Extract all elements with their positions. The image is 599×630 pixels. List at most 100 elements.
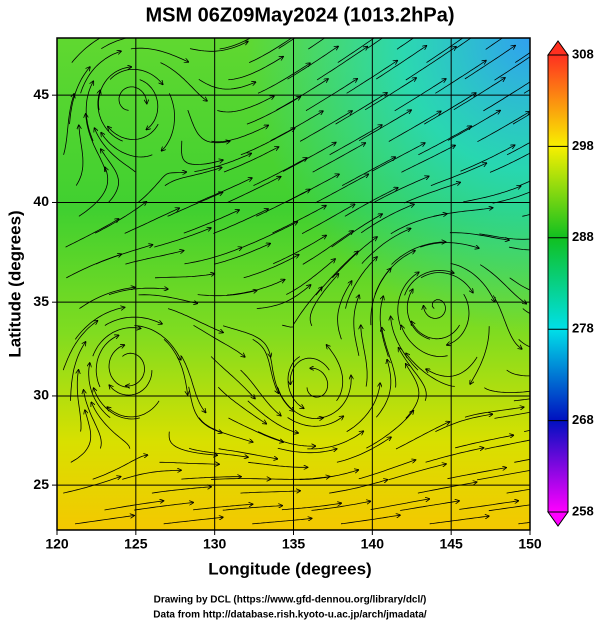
credit: Drawing by DCL (https://www.gfd-dennou.o…: [154, 595, 427, 606]
streamline: [317, 376, 351, 419]
streamlines: [62, 38, 530, 525]
streamline: [464, 407, 524, 418]
streamline: [522, 214, 530, 217]
streamline: [75, 125, 84, 186]
streamline: [159, 462, 220, 464]
streamline: [424, 93, 476, 125]
streamline: [301, 204, 355, 234]
streamline: [240, 128, 295, 156]
streamline: [463, 186, 521, 203]
streamline: [253, 158, 307, 186]
streamline: [494, 56, 530, 81]
streamline: [308, 38, 326, 50]
streamline: [316, 47, 367, 81]
streamline: [340, 515, 400, 525]
streamline: [198, 417, 253, 443]
streamline: [420, 242, 479, 249]
streamline: [367, 38, 384, 49]
streamline: [426, 356, 478, 377]
streamline: [450, 263, 495, 301]
streamline: [273, 235, 326, 265]
streamline: [281, 503, 341, 511]
streamline: [214, 244, 270, 265]
streamline: [226, 177, 281, 204]
streamline: [278, 38, 296, 49]
streamline: [246, 97, 300, 125]
x-tick-label: 145: [439, 536, 463, 552]
streamline: [62, 321, 97, 371]
streamline: [196, 178, 252, 203]
streamline: [70, 342, 86, 401]
streamline: [282, 143, 336, 172]
streamline: [371, 143, 425, 172]
streamline: [104, 316, 162, 326]
streamline: [399, 348, 427, 401]
streamline: [163, 517, 223, 525]
streamline: [391, 317, 419, 371]
streamline: [492, 191, 530, 204]
streamline: [418, 126, 471, 156]
streamline: [406, 364, 420, 419]
streamline: [508, 246, 530, 251]
streamline: [455, 435, 513, 449]
colorbar-tick-label: 308: [572, 46, 594, 61]
title: MSM 06Z09May2024 (1013.2hPa): [145, 4, 454, 26]
axes: 120 125 130 135 140 145 150 25 30 35 40 45: [33, 38, 542, 552]
streamline: [404, 270, 454, 296]
streamline: [518, 339, 530, 348]
streamline: [228, 57, 283, 81]
streamline: [344, 188, 398, 217]
streamline: [400, 501, 459, 511]
streamline: [375, 360, 392, 418]
streamline: [302, 231, 353, 265]
streamline: [189, 42, 248, 52]
streamline: [327, 345, 344, 402]
streamline: [435, 414, 492, 432]
colorbar-extend-high: [547, 40, 569, 56]
streamline: [160, 62, 208, 101]
streamline: [257, 63, 310, 94]
streamline: [257, 431, 315, 447]
streamline: [151, 487, 211, 494]
streamline: [193, 324, 245, 357]
colorbar-tick-label: 278: [572, 321, 594, 336]
colorbar-tick-label: 268: [572, 412, 594, 427]
streamline: [277, 448, 337, 454]
streamline: [285, 174, 339, 203]
streamline: [512, 113, 530, 125]
x-axis-label: Longitude (degrees): [208, 559, 371, 578]
x-tick-label: 130: [203, 536, 227, 552]
streamline: [299, 111, 352, 142]
streamline: [447, 468, 507, 480]
streamline: [506, 369, 530, 377]
streamline: [125, 251, 183, 265]
streamline: [489, 152, 530, 173]
streamline: [361, 229, 411, 264]
streamline: [406, 353, 455, 387]
streamline: [198, 78, 256, 90]
streamline: [391, 242, 446, 265]
streamline: [249, 38, 293, 63]
streamline: [211, 125, 268, 143]
streamline: [104, 501, 164, 511]
streamline: [108, 345, 130, 388]
streamline: [95, 335, 118, 388]
streamline: [484, 387, 530, 393]
streamline: [514, 52, 530, 63]
streamline: [374, 176, 429, 203]
streamline: [74, 307, 124, 340]
colorbar-tick-label: 258: [572, 503, 594, 518]
streamline: [80, 51, 121, 94]
streamline: [287, 46, 339, 80]
streamline: [181, 355, 206, 412]
streamline: [315, 174, 368, 204]
streamline: [95, 245, 153, 265]
streamline: [366, 411, 413, 449]
streamline: [70, 410, 92, 463]
streamline: [311, 501, 371, 511]
streamline: [459, 501, 518, 510]
streamline: [84, 390, 102, 449]
streamline: [524, 429, 530, 432]
streamline: [184, 248, 242, 265]
colorbar: 258 268 278 288 298 308: [547, 40, 594, 527]
